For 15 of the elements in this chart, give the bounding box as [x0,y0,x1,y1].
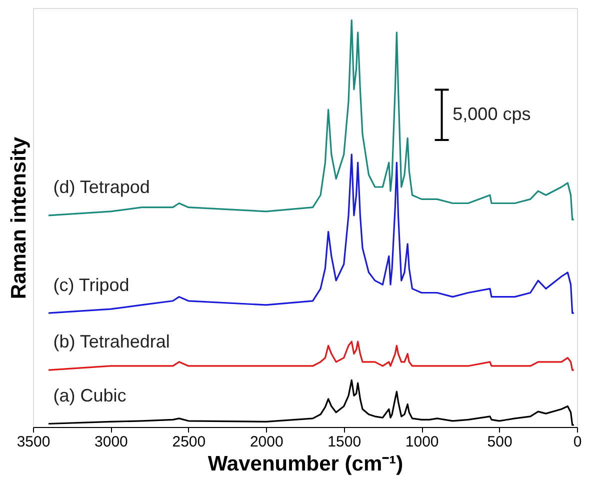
annotation: 5,000 cps [452,104,531,124]
x-tick-label: 3000 [94,434,128,450]
x-tick-label: 2500 [172,434,206,450]
x-tick-label: 3500 [16,434,50,450]
x-tick-label: 500 [487,434,512,450]
series-label: (d) Tetrapod [53,177,150,198]
x-tick-label: 1000 [405,434,439,450]
x-axis-title: Wavenumber (cm⁻¹) [208,452,404,476]
series-label: (b) Tetrahedral [53,332,170,352]
x-tick-label: 1500 [328,434,362,450]
x-tick-label: 2000 [250,434,284,450]
series-label: (c) Tripod [53,274,130,295]
y-axis-title: Raman intensity [8,136,30,300]
series-label: (a) Cubic [53,385,126,406]
x-tick-label: 0 [573,434,582,450]
